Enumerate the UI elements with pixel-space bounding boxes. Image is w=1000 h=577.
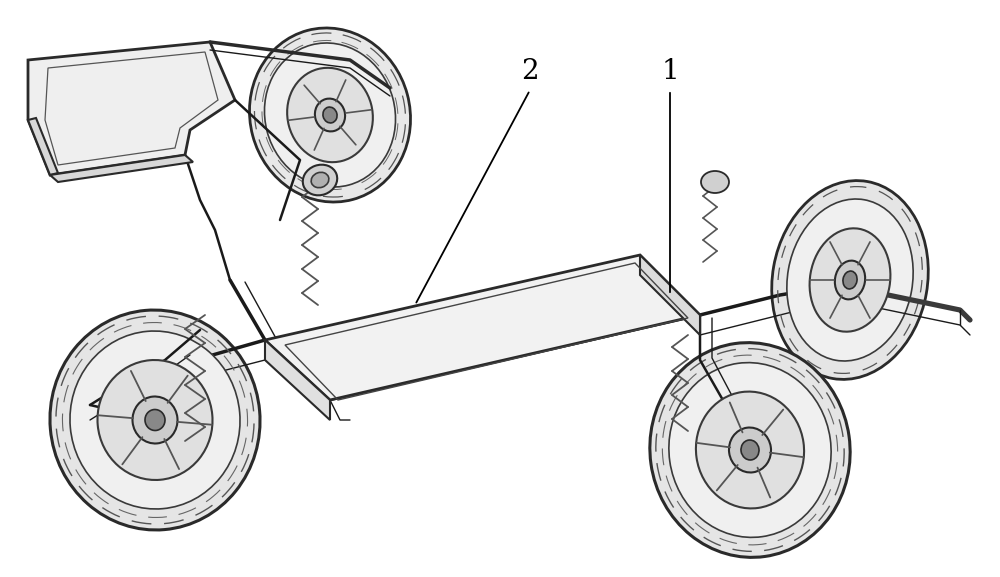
Polygon shape <box>265 255 700 400</box>
Ellipse shape <box>311 173 329 188</box>
Ellipse shape <box>810 228 890 332</box>
Text: 2: 2 <box>521 58 539 85</box>
Polygon shape <box>50 155 193 182</box>
Ellipse shape <box>97 360 213 480</box>
Ellipse shape <box>701 171 729 193</box>
Ellipse shape <box>287 68 373 162</box>
Ellipse shape <box>70 331 240 509</box>
Text: 1: 1 <box>661 58 679 85</box>
Ellipse shape <box>650 343 850 557</box>
Ellipse shape <box>50 310 260 530</box>
Ellipse shape <box>729 428 771 473</box>
Polygon shape <box>28 118 58 175</box>
Polygon shape <box>640 255 700 335</box>
Ellipse shape <box>145 410 165 430</box>
Polygon shape <box>28 42 235 175</box>
Ellipse shape <box>696 392 804 508</box>
Ellipse shape <box>249 28 411 202</box>
Ellipse shape <box>669 362 831 537</box>
Ellipse shape <box>264 43 396 187</box>
Ellipse shape <box>315 99 345 132</box>
Ellipse shape <box>132 396 178 444</box>
Polygon shape <box>265 340 330 420</box>
Ellipse shape <box>772 181 928 380</box>
Ellipse shape <box>787 199 913 361</box>
Ellipse shape <box>323 107 337 123</box>
Ellipse shape <box>843 271 857 289</box>
Ellipse shape <box>835 261 865 299</box>
Ellipse shape <box>303 164 337 195</box>
Ellipse shape <box>741 440 759 460</box>
